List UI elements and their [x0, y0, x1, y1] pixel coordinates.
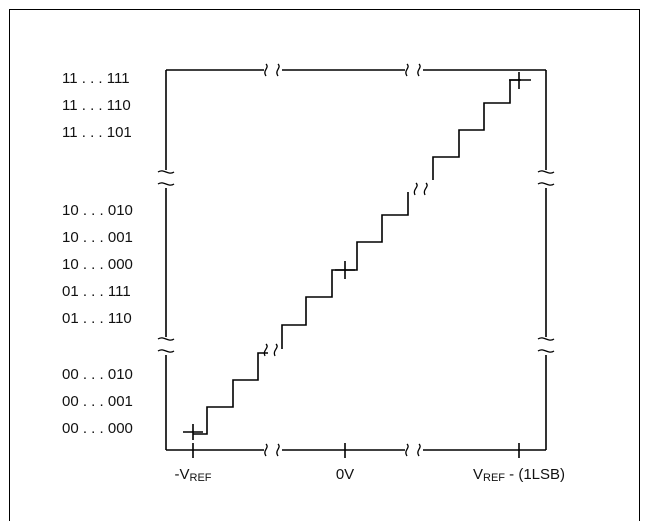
- x-label-pos-suffix: - (1LSB): [505, 466, 565, 483]
- code-label: 10 . . . 001: [62, 229, 133, 246]
- code-label: 10 . . . 010: [62, 202, 133, 219]
- code-label: 10 . . . 000: [62, 256, 133, 273]
- code-label: 00 . . . 001: [62, 393, 133, 410]
- marker-mid: [335, 261, 355, 279]
- axis-breaks: [157, 63, 555, 457]
- code-label: 11 . . . 110: [62, 97, 131, 114]
- x-label-pos-sub: REF: [483, 472, 505, 484]
- x-label-pos-prefix: V: [473, 466, 483, 483]
- x-ticks: [192, 443, 520, 458]
- marker-high: [509, 72, 531, 89]
- staircase-line: [193, 79, 521, 435]
- y-axis-code-labels: 11 . . . 111 11 . . . 110 11 . . . 101 1…: [62, 70, 133, 437]
- x-axis-labels: -VREF 0V VREF - (1LSB): [175, 466, 566, 484]
- code-label: 00 . . . 000: [62, 420, 133, 437]
- code-label: 11 . . . 101: [62, 124, 132, 141]
- x-label-zero: 0V: [336, 466, 354, 483]
- marker-low: [183, 424, 203, 440]
- code-label: 01 . . . 110: [62, 310, 132, 327]
- x-label-pos-vref: VREF - (1LSB): [473, 466, 565, 484]
- x-label-neg-sub: REF: [190, 472, 212, 484]
- plot-box: [165, 69, 547, 451]
- x-label-neg-prefix: -V: [175, 466, 190, 483]
- code-label: 11 . . . 111: [62, 70, 130, 87]
- diagram-frame: [9, 9, 640, 521]
- code-label: 01 . . . 111: [62, 283, 131, 300]
- x-label-neg-vref: -VREF: [175, 466, 212, 484]
- code-label: 00 . . . 010: [62, 366, 133, 383]
